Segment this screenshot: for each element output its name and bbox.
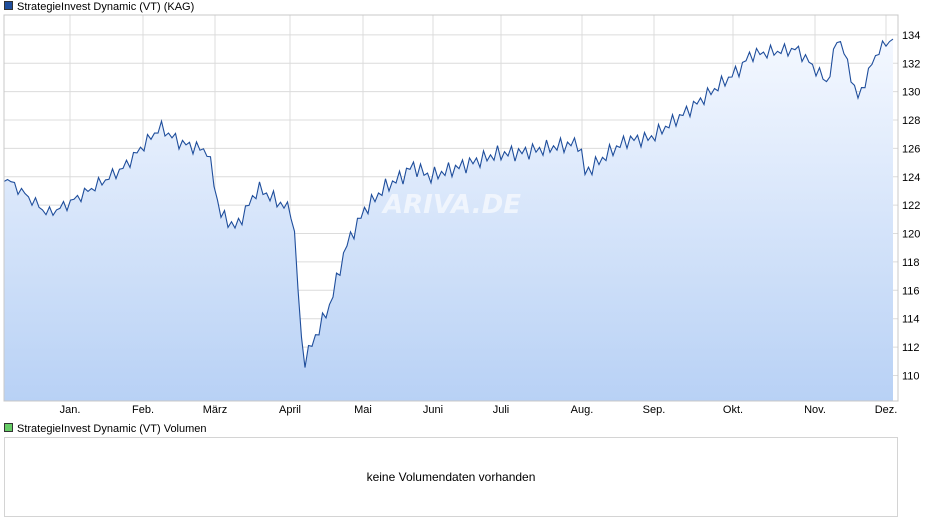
x-tick-label: Feb. [132,404,154,416]
price-legend-label: StrategieInvest Dynamic (VT) (KAG) [17,1,195,13]
y-tick-label: 118 [902,257,920,269]
volume-legend: StrategieInvest Dynamic (VT) Volumen [4,422,207,436]
volume-legend-label: StrategieInvest Dynamic (VT) Volumen [17,423,207,435]
x-tick-label: Okt. [723,404,743,416]
x-tick-label: März [203,404,227,416]
y-tick-label: 122 [902,200,920,212]
y-axis: 110 112 114 116 118 120 122 124 126 128 130 132 134 [902,30,920,383]
x-tick-label: Juni [423,404,443,416]
y-tick-label: 112 [902,342,920,354]
y-tick-label: 120 [902,229,920,241]
x-tick-label: Nov. [804,404,826,416]
y-tick-label: 130 [902,87,920,99]
x-tick-label: April [279,404,301,416]
watermark: ARIVA.DE [381,190,521,220]
volume-panel: keine Volumendaten vorhanden [4,437,898,517]
y-tick-label: 124 [902,172,920,184]
y-tick-label: 128 [902,115,920,127]
price-legend: StrategieInvest Dynamic (VT) (KAG) [4,0,194,14]
volume-legend-swatch [4,423,13,432]
x-tick-label: Jan. [60,404,81,416]
x-tick-label: Mai [354,404,372,416]
y-tick-label: 116 [902,285,920,297]
plot-frame [3,14,899,402]
y-tick-label: 110 [902,370,920,382]
price-area-fill [4,39,893,401]
y-tick-label: 126 [902,143,920,155]
x-tick-label: Dez. [875,404,898,416]
price-chart: ARIVA.DE 1101121141161181201221241261281… [3,14,920,416]
y-tick-label: 114 [902,314,920,326]
y-tick-label: 134 [902,30,920,42]
price-line [3,38,894,368]
y-tick-label: 132 [902,58,920,70]
x-tick-label: Sep. [643,404,666,416]
x-axis: Jan. Feb. März April Mai Juni Juli Aug. Sep. Okt.… [60,404,898,416]
price-legend-swatch [4,1,13,10]
x-tick-label: Aug. [571,404,594,416]
x-tick-label: Juli [493,404,510,416]
no-volume-message: keine Volumendaten vorhanden [366,470,536,484]
